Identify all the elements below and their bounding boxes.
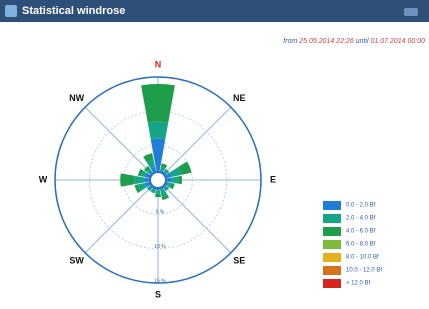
windrose-window: Statistical windrose from 25.05.2014 22:… xyxy=(0,0,429,309)
ring-label: 10 % xyxy=(154,244,166,250)
wedge xyxy=(156,190,161,194)
legend-swatch xyxy=(323,266,341,275)
wedge xyxy=(134,176,145,184)
direction-label: NE xyxy=(233,93,246,103)
ring-label: 15 % xyxy=(154,278,166,284)
chart-title: Statistical windrose xyxy=(22,5,125,17)
direction-label: NW xyxy=(69,93,84,103)
direction-label: W xyxy=(39,174,48,184)
until-date: 01.07.2014 00:00 xyxy=(371,38,426,45)
legend-label: 0.0 - 2.0 Bf xyxy=(346,203,376,209)
wedge xyxy=(178,176,182,184)
until-label: until xyxy=(356,38,369,45)
direction-label: SE xyxy=(233,256,245,266)
legend-label: 8.0 - 10.0 Bf xyxy=(346,255,379,261)
wedge xyxy=(148,122,169,140)
legend-label: 10.0 - 12.0 Bf xyxy=(346,268,382,274)
legend-label: 6.0 - 8.0 Bf xyxy=(346,242,376,248)
legend-label: > 12.0 Bf xyxy=(346,281,371,287)
legend-swatch xyxy=(323,279,341,288)
direction-label: S xyxy=(155,289,161,299)
wedge xyxy=(120,173,134,186)
from-date: 25.05.2014 22:26 xyxy=(298,38,354,45)
legend-label: 2.0 - 4.0 Bf xyxy=(346,216,376,222)
ring-label: 5 % xyxy=(156,210,165,216)
legend-swatch xyxy=(323,201,341,210)
period: from 25.05.2014 22:26 until 01.07.2014 0… xyxy=(283,38,425,45)
legend-swatch xyxy=(323,253,341,262)
wedge xyxy=(141,84,175,123)
legend-swatch xyxy=(323,240,341,249)
spoke xyxy=(85,180,158,253)
legend-swatch xyxy=(323,227,341,236)
header-button[interactable] xyxy=(404,8,418,16)
direction-label: E xyxy=(270,174,276,184)
wedge xyxy=(172,176,179,183)
header-icon xyxy=(5,5,17,17)
direction-label: SW xyxy=(69,256,84,266)
wedge xyxy=(155,194,161,198)
calm-circle xyxy=(150,172,166,188)
legend-label: 4.0 - 6.0 Bf xyxy=(346,229,376,235)
legend-swatch xyxy=(323,214,341,223)
spoke xyxy=(158,180,231,253)
from-label: from xyxy=(283,38,297,45)
direction-label: N xyxy=(155,59,162,69)
